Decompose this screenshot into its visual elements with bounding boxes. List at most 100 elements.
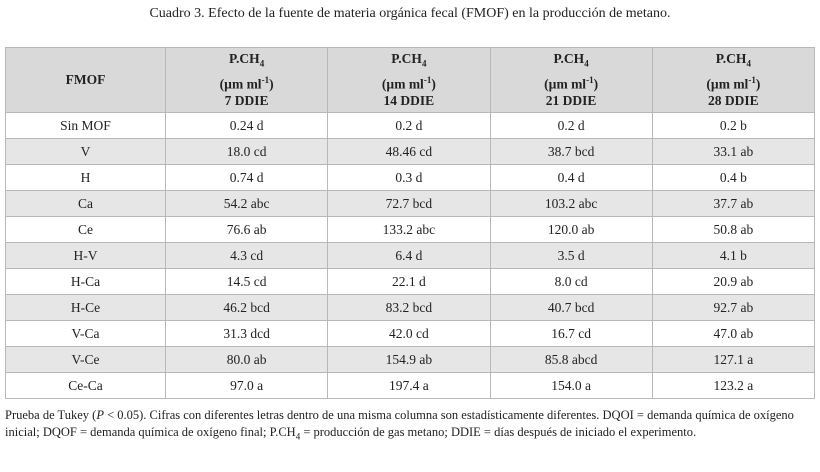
column-header: P.CH4 (µm ml-1) 14 DDIE — [327, 47, 491, 113]
header-name: P.CH — [391, 51, 422, 67]
footnote-text: P — [96, 408, 104, 422]
header-unit: (µm ml — [706, 76, 749, 92]
header-superscript: -1 — [748, 75, 756, 86]
table-cell: 0.2 d — [327, 112, 491, 139]
header-unit: (µm ml — [219, 76, 262, 92]
table-cell: 38.7 bcd — [489, 138, 653, 165]
header-unit-end: ) — [755, 76, 761, 92]
column-header: FMOF — [5, 47, 166, 113]
row-label: H-V — [5, 242, 166, 269]
column-header: P.CH4 (µm ml-1) 21 DDIE — [489, 47, 653, 113]
table-row: V-Ca 31.3 dcd 42.0 cd 16.7 cd 47.0 ab — [5, 320, 816, 347]
table-cell: 154.0 a — [489, 372, 653, 399]
table-cell: 47.0 ab — [651, 320, 816, 347]
table-row: Ce 76.6 ab 133.2 abc 120.0 ab 50.8 ab — [5, 216, 816, 243]
row-label: H-Ce — [5, 294, 166, 321]
table-title: Cuadro 3. Efecto de la fuente de materia… — [149, 6, 671, 21]
row-label: H — [5, 164, 166, 191]
table-cell: 103.2 abc — [489, 190, 653, 217]
table-row: V 18.0 cd 48.46 cd 38.7 bcd 33.1 ab — [5, 138, 816, 165]
header-unit-end: ) — [269, 76, 274, 92]
table-cell: 37.7 ab — [651, 190, 816, 217]
table-cell: 48.46 cd — [327, 138, 491, 165]
header-superscript: -1 — [261, 75, 270, 86]
footnote-text: 4 — [295, 431, 301, 442]
table-cell: 80.0 ab — [164, 346, 329, 373]
table-cell: 22.1 d — [327, 268, 491, 295]
header-name: FMOF — [65, 72, 106, 87]
table-cell: 31.3 dcd — [164, 320, 329, 347]
table-cell: 33.1 ab — [651, 138, 816, 165]
table-cell: 0.3 d — [327, 164, 491, 191]
row-label: Sin MOF — [5, 112, 166, 139]
row-label: Ce — [5, 216, 166, 243]
table-cell: 4.1 b — [651, 242, 816, 269]
table-cell: 4.3 cd — [164, 242, 329, 269]
table-cell: 0.4 b — [651, 164, 816, 191]
table-cell: 0.2 d — [489, 112, 653, 139]
table-cell: 16.7 cd — [489, 320, 653, 347]
table-cell: 127.1 a — [651, 346, 816, 373]
row-label: H-Ca — [5, 268, 166, 295]
row-label: Ca — [5, 190, 166, 217]
table-cell: 40.7 bcd — [489, 294, 653, 321]
column-header: P.CH4 (µm ml-1) 28 DDIE — [651, 47, 816, 113]
header-subscript: 4 — [746, 59, 751, 70]
header-subscript: 4 — [584, 59, 589, 70]
table-row: H-Ce 46.2 bcd 83.2 bcd 40.7 bcd 92.7 ab — [5, 294, 816, 321]
table-cell: 83.2 bcd — [327, 294, 491, 321]
header-unit: (µm ml — [381, 76, 424, 92]
row-label: V — [5, 138, 166, 165]
table-cell: 97.0 a — [164, 372, 329, 399]
header-name: P.CH — [553, 51, 585, 67]
table-cell: 0.74 d — [164, 164, 329, 191]
table-row: V-Ce 80.0 ab 154.9 ab 85.8 abcd 127.1 a — [5, 346, 816, 373]
header-name: P.CH — [229, 51, 260, 67]
table-cell: 3.5 d — [489, 242, 653, 269]
header-name: P.CH — [715, 51, 747, 67]
table-cell: 18.0 cd — [164, 138, 329, 165]
table-row: H-Ca 14.5 cd 22.1 d 8.0 cd 20.9 ab — [5, 268, 816, 295]
table-cell: 133.2 abc — [327, 216, 491, 243]
header-unit-end: ) — [593, 76, 599, 92]
table-cell: 50.8 ab — [651, 216, 816, 243]
table-cell: 20.9 ab — [651, 268, 816, 295]
table-cell: 42.0 cd — [327, 320, 491, 347]
table-cell: 14.5 cd — [164, 268, 329, 295]
table-cell: 197.4 a — [327, 372, 491, 399]
header-row: FMOF P.CH4 (µm ml-1) 7 DDIE P.CH4 (µm ml-1) 14… — [5, 47, 816, 113]
header-subscript: 4 — [259, 59, 265, 70]
header-unit-end: ) — [431, 76, 436, 92]
header-day: 28 DDIE — [708, 92, 759, 108]
table-cell: 72.7 bcd — [327, 190, 491, 217]
table-row: Ce-Ca 97.0 a 197.4 a 154.0 a 123.2 a — [5, 372, 816, 399]
table-cell: 6.4 d — [327, 242, 491, 269]
header-superscript: -1 — [423, 75, 432, 86]
table-cell: 92.7 ab — [651, 294, 816, 321]
header-unit: (µm ml — [544, 76, 587, 92]
footnote-text: Prueba de Tukey ( — [5, 408, 97, 422]
table-cell: 76.6 ab — [164, 216, 329, 243]
table-cell: 123.2 a — [651, 372, 816, 399]
row-label: Ce-Ca — [5, 372, 166, 399]
table-cell: 154.9 ab — [327, 346, 491, 373]
table-row: Ca 54.2 abc 72.7 bcd 103.2 abc 37.7 ab — [5, 190, 816, 217]
header-day: 7 DDIE — [224, 92, 269, 108]
table-cell: 8.0 cd — [489, 268, 653, 295]
table-row: Sin MOF 0.24 d 0.2 d 0.2 d 0.2 b — [5, 112, 816, 139]
table-row: H-V 4.3 cd 6.4 d 3.5 d 4.1 b — [5, 242, 816, 269]
row-label: V-Ca — [5, 320, 166, 347]
footnote-text: < 0.05). Cifras con diferentes letras de… — [5, 408, 794, 439]
header-superscript: -1 — [586, 75, 594, 86]
footnote-text: = producción de gas metano; DDIE = días … — [300, 425, 697, 439]
footnote: Prueba de Tukey (P < 0.05). Cifras con d… — [5, 407, 815, 446]
table-cell: 85.8 abcd — [489, 346, 653, 373]
header-subscript: 4 — [421, 59, 427, 70]
table-cell: 0.4 d — [489, 164, 653, 191]
table-row: H 0.74 d 0.3 d 0.4 d 0.4 b — [5, 164, 816, 191]
row-label: V-Ce — [5, 346, 166, 373]
table-cell: 0.2 b — [651, 112, 816, 139]
table-cell: 120.0 ab — [489, 216, 653, 243]
table: FMOF P.CH4 (µm ml-1) 7 DDIE P.CH4 (µm ml-1) 14… — [5, 47, 816, 399]
